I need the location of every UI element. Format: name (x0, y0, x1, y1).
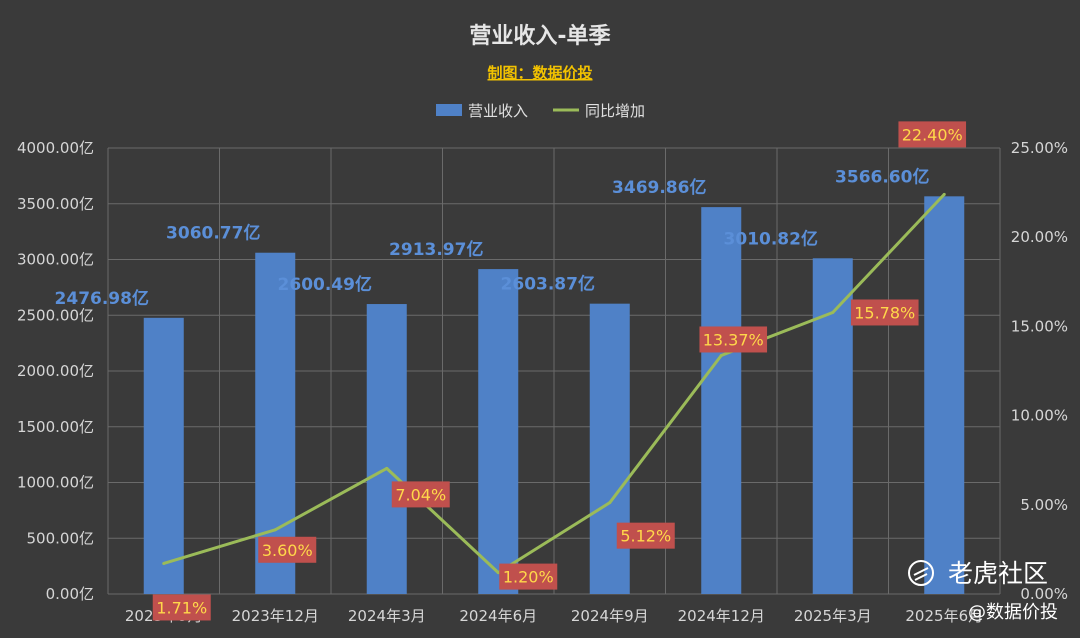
y-left-tick-label: 1500.00亿 (17, 418, 94, 436)
x-tick-label: 2024年12月 (678, 607, 765, 625)
y-left-tick-label: 0.00亿 (46, 585, 94, 603)
line-point (496, 571, 500, 575)
legend-line-label: 同比增加 (585, 102, 645, 120)
bar-value-label: 3010.82亿 (724, 228, 818, 249)
legend-bar-label: 营业收入 (468, 102, 528, 120)
bar (701, 207, 742, 595)
growth-label: 7.04% (391, 481, 450, 508)
y-left-tick-label: 2000.00亿 (17, 362, 94, 380)
line-point (385, 466, 389, 470)
bar-labels: 2476.98亿 3060.77亿 2600.49亿 2913.97亿 2603.87亿… (55, 166, 930, 308)
y-right-tick-label: 0.00% (1020, 585, 1068, 603)
y-right-tick-label: 25.00% (1011, 139, 1068, 157)
bar-value-label: 3566.60亿 (835, 166, 929, 187)
bar-value-label: 3060.77亿 (166, 223, 260, 244)
bar-value-label: 2476.98亿 (55, 288, 149, 309)
line-labels: 1.71% 3.60% 7.04% 1.20% 5.12% 13.37% 15.78% 22.… (152, 121, 967, 621)
tiger-logo-stripes (913, 567, 929, 581)
bar (812, 258, 853, 594)
y-left-tick-label: 1000.00亿 (17, 474, 94, 492)
bar-value-label: 3469.86亿 (612, 177, 706, 198)
bar-value-label: 2603.87亿 (501, 274, 595, 295)
growth-label-box (699, 326, 768, 353)
line-point (831, 310, 835, 314)
growth-label-text: 15.78% (854, 303, 915, 322)
y-right-tick-label: 20.00% (1011, 228, 1068, 246)
y-left-tick-label: 3500.00亿 (17, 195, 94, 213)
line-point (608, 501, 612, 505)
bar-value-label: 2600.49亿 (278, 274, 372, 295)
chart-subtitle: 制图：数据价投 (487, 64, 592, 82)
x-tick-label: 2025年6月 (905, 607, 983, 625)
growth-label-text: 3.60% (262, 541, 313, 560)
bar (589, 303, 630, 594)
bar (143, 317, 184, 594)
growth-label: 15.78% (850, 299, 919, 326)
chart-title: 营业收入-单季 (469, 23, 610, 49)
growth-label-box (391, 481, 450, 508)
line-series (162, 192, 946, 575)
y-left-tick-label: 3000.00亿 (17, 251, 94, 269)
growth-label-box (616, 522, 675, 549)
x-tick-label: 2024年6月 (459, 607, 537, 625)
watermark: 老虎社区 @数据价投 (908, 559, 1058, 623)
growth-label: 3.60% (258, 536, 317, 563)
growth-label-box (152, 594, 211, 621)
tiger-logo-icon (908, 560, 934, 586)
bar (478, 269, 519, 594)
right-axis: 0.00% 5.00% 10.00% 15.00% 20.00% 25.00% (1011, 139, 1068, 603)
line-point (719, 353, 723, 357)
growth-label-text: 22.40% (902, 125, 963, 144)
watermark-brand: 老虎社区 (948, 559, 1048, 588)
line-point (942, 192, 946, 196)
growth-label-box (898, 121, 967, 148)
growth-label-text: 13.37% (703, 330, 764, 349)
bar-value-label: 2913.97亿 (389, 239, 483, 260)
y-right-tick-label: 15.00% (1011, 317, 1068, 335)
growth-label: 13.37% (699, 326, 768, 353)
watermark-author: @数据价投 (968, 602, 1058, 623)
y-left-tick-label: 500.00亿 (27, 529, 95, 547)
growth-label: 5.12% (616, 522, 675, 549)
growth-label-text: 7.04% (395, 485, 446, 504)
grid (107, 147, 1001, 595)
growth-line (163, 193, 946, 575)
growth-label-box (499, 563, 558, 590)
y-left-tick-label: 4000.00亿 (17, 139, 94, 157)
y-left-tick-label: 2500.00亿 (17, 306, 94, 324)
growth-label-text: 5.12% (620, 527, 671, 546)
growth-label: 22.40% (898, 121, 967, 148)
growth-label-box (258, 536, 317, 563)
x-tick-label: 2024年3月 (348, 607, 426, 625)
growth-label-text: 1.20% (503, 568, 554, 587)
legend-bar-swatch (436, 104, 462, 116)
growth-label: 1.20% (499, 563, 558, 590)
line-point (273, 528, 277, 532)
y-right-tick-label: 10.00% (1011, 407, 1068, 425)
left-axis: 0.00亿 500.00亿 1000.00亿 1500.00亿 2000.00亿 2500… (17, 139, 94, 603)
x-tick-label: 2025年3月 (794, 607, 872, 625)
x-axis: 2023年9月2023年12月2024年3月2024年6月2024年9月2024… (125, 607, 983, 625)
growth-label-box (850, 299, 919, 326)
x-tick-label: 2024年9月 (571, 607, 649, 625)
legend: 营业收入 同比增加 (436, 102, 645, 120)
bar (924, 196, 965, 594)
y-right-tick-label: 5.00% (1020, 496, 1068, 514)
growth-label-text: 1.71% (156, 598, 207, 617)
x-tick-label: 2023年12月 (232, 607, 319, 625)
growth-label: 1.71% (152, 594, 211, 621)
bar (366, 304, 407, 594)
line-point (162, 561, 166, 565)
